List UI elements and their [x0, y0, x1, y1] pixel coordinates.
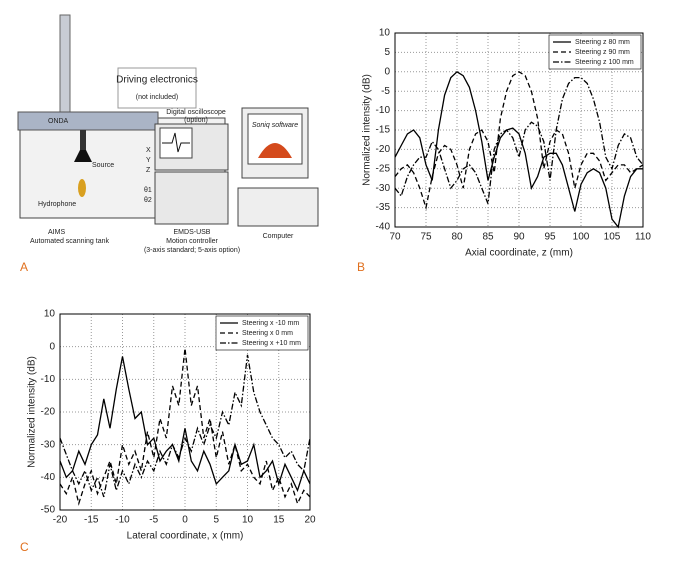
legend-label: Steering z 100 mm [575, 59, 634, 66]
legend-label: Steering z 90 mm [575, 49, 630, 56]
plot-frame [59, 313, 311, 511]
y-tick-label: 0 [384, 66, 390, 77]
x-tick-label: -5 [149, 515, 158, 526]
x-tick-label: 15 [273, 515, 285, 526]
x-tick-label: 100 [573, 232, 590, 243]
y-tick-label: 10 [44, 309, 56, 320]
x-tick-label: 5 [213, 515, 219, 526]
y-tick-label: -5 [381, 86, 390, 97]
y-tick-label: -40 [41, 472, 56, 483]
legend-label: Steering x -10 mm [242, 320, 299, 327]
label: Z [146, 167, 151, 174]
label: AIMS [48, 229, 65, 236]
computer-case [237, 187, 319, 227]
x-tick-label: 110 [635, 232, 651, 243]
y-tick-label: -30 [41, 439, 56, 450]
label: (not included) [136, 94, 178, 101]
y-axis-label: Normalized intensity (dB) [362, 74, 373, 186]
x-axis-label: Axial coordinate, z (mm) [465, 248, 573, 259]
driving-electronics-box [117, 67, 197, 109]
chart: -40 -35 -30 -25 -20 -15 -10 -5 0 5 10 70 75 80 85 90 95 1… [362, 28, 652, 259]
x-tick-label: -15 [84, 515, 99, 526]
label: EMDS-USB [174, 229, 211, 236]
y-tick-label: -40 [376, 222, 391, 233]
x-tick-label: 70 [389, 232, 401, 243]
y-axis-label: Normalized intensity (dB) [27, 356, 38, 468]
label: X [146, 147, 151, 154]
label: Motion controller [166, 238, 218, 245]
label: Soniq software [252, 122, 298, 129]
x-tick-label: 10 [242, 515, 254, 526]
legend-label: Steering z 80 mm [575, 39, 630, 46]
logo: ONDA [48, 118, 69, 125]
y-tick-label: -20 [376, 144, 391, 155]
source [74, 150, 92, 162]
legend-label: Steering x 0 mm [242, 330, 293, 337]
panel-label: A [20, 260, 28, 274]
y-tick-label: 10 [379, 28, 391, 39]
series-line [394, 76, 644, 204]
label: Automated scanning tank [30, 238, 109, 245]
label: Driving electronics [116, 75, 198, 86]
y-tick-label: 5 [384, 47, 390, 58]
y-tick-label: 0 [49, 341, 55, 352]
y-tick-label: -20 [41, 407, 56, 418]
y-tick-label: -15 [376, 125, 391, 136]
y-tick-label: -30 [376, 183, 391, 194]
x-tick-label: 75 [420, 232, 432, 243]
software-plot [258, 143, 292, 158]
gantry-pole [59, 14, 71, 116]
x-axis-label: Lateral coordinate, x (mm) [127, 531, 244, 542]
x-tick-label: 95 [544, 232, 556, 243]
hydrophone [78, 179, 86, 197]
waveform [162, 132, 190, 153]
x-tick-label: 85 [482, 232, 494, 243]
setup-diagram: ONDA Driving electronics (not included) … [17, 14, 319, 254]
series-line [59, 354, 311, 498]
source-rod [80, 130, 86, 152]
series-line [394, 71, 644, 211]
plot-frame [394, 32, 644, 228]
series-line [59, 356, 311, 493]
x-tick-label: 105 [604, 232, 621, 243]
x-tick-label: 20 [304, 515, 316, 526]
axis-labels: X Y Z θ1 θ2 [144, 147, 152, 204]
label: θ1 [144, 187, 152, 194]
y-tick-label: -10 [41, 374, 56, 385]
y-tick-label: -10 [376, 105, 391, 116]
label: Digital oscilloscope [166, 109, 226, 116]
x-tick-label: -20 [53, 515, 68, 526]
label: (3-axis standard; 5-axis option) [144, 247, 240, 254]
x-tick-label: 90 [513, 232, 525, 243]
y-tick-label: -35 [376, 202, 391, 213]
x-tick-label: -10 [115, 515, 130, 526]
series-line [59, 348, 311, 506]
legend-label: Steering x +10 mm [242, 340, 301, 347]
panel-label: B [357, 260, 365, 274]
label: (option) [184, 117, 208, 124]
label: Source [92, 162, 114, 169]
x-tick-label: 80 [451, 232, 463, 243]
label: Computer [263, 233, 294, 240]
y-tick-label: -50 [41, 505, 56, 516]
monitor-screen [247, 113, 303, 165]
label: Hydrophone [38, 201, 76, 208]
label: Y [146, 157, 151, 164]
panel-label: C [20, 540, 29, 554]
y-tick-label: -25 [376, 163, 391, 174]
label: θ2 [144, 197, 152, 204]
x-tick-label: 0 [182, 515, 188, 526]
gantry-beam [17, 111, 159, 131]
motion-controller [154, 171, 229, 225]
